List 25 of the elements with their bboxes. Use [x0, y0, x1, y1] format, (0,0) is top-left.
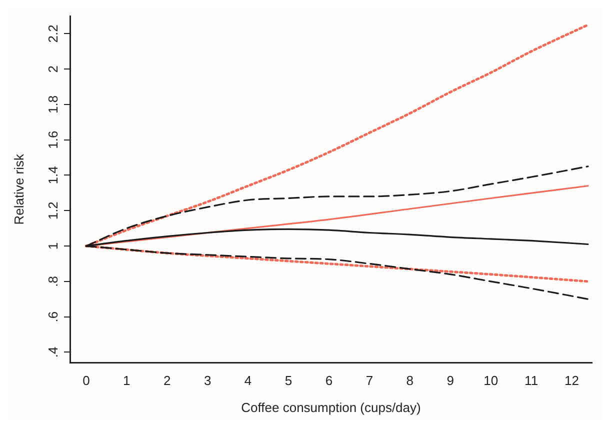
x-tick-label: 5: [284, 373, 292, 388]
x-tick-label: 1: [123, 373, 130, 388]
x-axis-title: Coffee consumption (cups/day): [241, 400, 421, 415]
y-tick-label: 1.2: [46, 202, 61, 220]
y-tick-label: 1.4: [46, 166, 61, 184]
x-tick-label: 12: [564, 373, 579, 388]
y-tick-label: .8: [46, 276, 61, 287]
x-tick-label: 10: [484, 373, 498, 388]
x-tick-label: 2: [164, 373, 171, 388]
y-tick-label: 1.8: [46, 95, 61, 114]
y-tick-label: 1: [46, 242, 61, 250]
x-tick-label: 4: [244, 373, 252, 388]
y-tick-label: .4: [46, 346, 61, 358]
x-tick-label: 0: [82, 373, 90, 388]
y-tick-label: 1.6: [46, 130, 61, 149]
y-tick-label: 2: [46, 65, 61, 73]
x-tick-label: 11: [524, 373, 538, 388]
x-tick-label: 8: [406, 373, 414, 388]
x-tick-label: 3: [204, 373, 212, 388]
x-tick-label: 7: [366, 373, 374, 388]
y-tick-label: .6: [46, 311, 61, 322]
x-tick-label: 6: [325, 373, 333, 388]
x-tick-label: 9: [446, 373, 454, 388]
y-tick-label: 2.2: [46, 24, 61, 43]
y-axis-title: Relative risk: [11, 154, 26, 225]
